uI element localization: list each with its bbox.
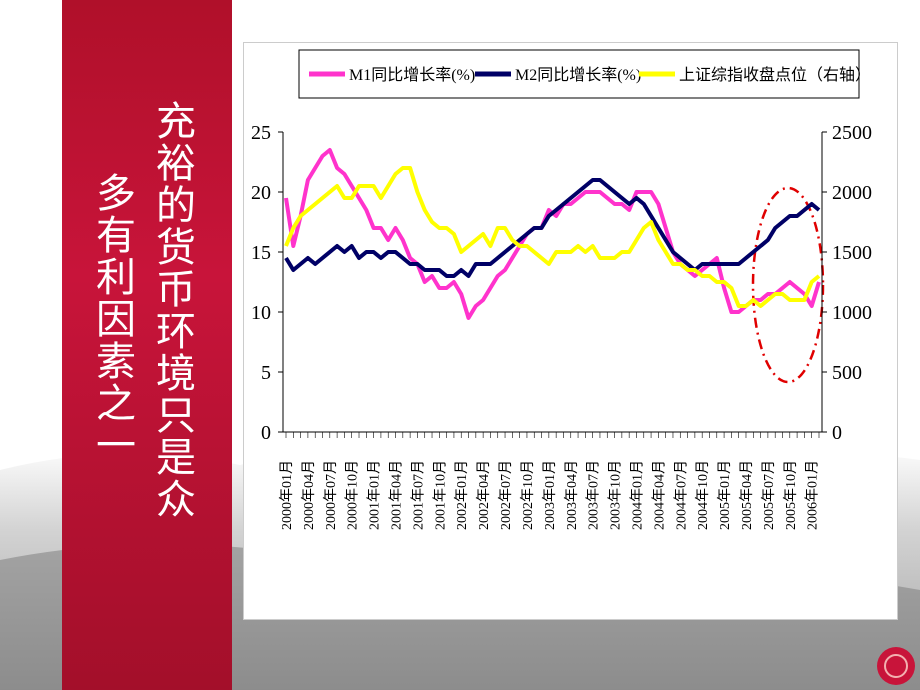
x-tick-label: 2001年04月 — [389, 460, 405, 530]
x-tick-label: 2005年01月 — [717, 460, 733, 530]
x-tick-label: 2005年04月 — [739, 460, 755, 530]
chart-frame — [243, 42, 898, 620]
x-tick-label: 2003年04月 — [564, 460, 580, 530]
y-tick-label: 5 — [261, 362, 271, 384]
x-tick-label: 2004年04月 — [651, 460, 667, 530]
x-tick-label: 2005年10月 — [783, 460, 799, 530]
heading-line: 多有利因素之一 — [89, 172, 135, 466]
x-tick-label: 2002年04月 — [476, 460, 492, 530]
x-tick-label: 2002年07月 — [498, 460, 514, 530]
x-tick-label: 2004年10月 — [695, 460, 711, 530]
x-tick-label: 2000年10月 — [345, 460, 361, 530]
x-tick-label: 2001年07月 — [410, 460, 426, 530]
legend-label: M2同比增长率(%) — [515, 66, 641, 84]
x-tick-label: 2002年10月 — [520, 460, 536, 530]
x-tick-label: 2003年10月 — [608, 460, 624, 530]
x-tick-label: 2000年01月 — [279, 460, 295, 530]
y-tick-label: 0 — [261, 422, 271, 444]
y2-tick-label: 1000 — [832, 302, 872, 324]
legend-box — [298, 49, 860, 99]
x-tick-label: 2001年01月 — [367, 460, 383, 530]
legend-label: 上证综指收盘点位（右轴） — [679, 65, 871, 84]
y-tick-label: 15 — [251, 242, 271, 264]
x-tick-label: 2004年07月 — [673, 460, 689, 530]
y2-tick-label: 2000 — [832, 182, 872, 204]
x-tick-label: 2006年01月 — [805, 460, 821, 530]
series-line — [284, 178, 821, 278]
x-tick-label: 2000年04月 — [301, 460, 317, 530]
y2-tick-label: 1500 — [832, 242, 872, 264]
x-tick-label: 2002年01月 — [454, 460, 470, 530]
x-tick-label: 2003年07月 — [586, 460, 602, 530]
heading-line: 充裕的货币环境只是众 — [149, 100, 195, 520]
y-tick-label: 10 — [251, 302, 271, 324]
x-tick-label: 2001年10月 — [432, 460, 448, 530]
y2-tick-label: 500 — [832, 362, 862, 384]
y2-tick-label: 2500 — [832, 122, 872, 144]
x-tick-label: 2005年07月 — [761, 460, 777, 530]
y-tick-label: 25 — [251, 122, 271, 144]
side-panel: 充裕的货币环境只是众 多有利因素之一 — [62, 0, 232, 690]
x-tick-label: 2000年07月 — [323, 460, 339, 530]
chart: 0 5 10 15 20 25 0 500 1000 1500 2000 2500 2000年01月 20… — [243, 42, 898, 620]
series-line — [284, 166, 821, 308]
x-tick-label: 2004年01月 — [629, 460, 645, 530]
x-tick-label: 2003年01月 — [542, 460, 558, 530]
highlight-ellipse — [751, 186, 825, 384]
legend-label: M1同比增长率(%) — [349, 66, 475, 84]
y-tick-label: 20 — [251, 182, 271, 204]
y2-tick-label: 0 — [832, 422, 842, 444]
